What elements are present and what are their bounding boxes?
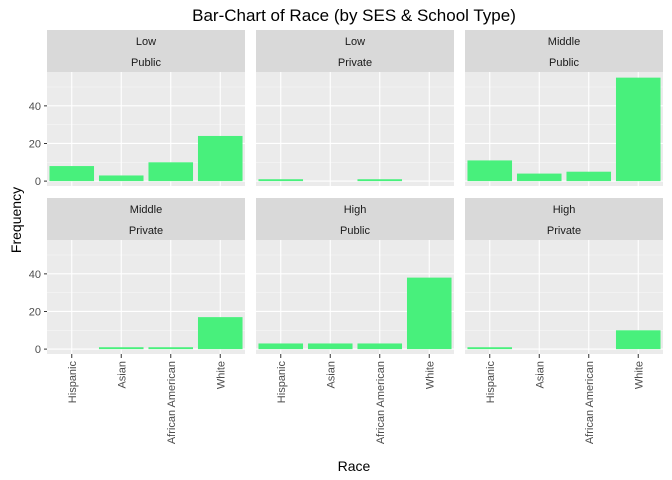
- strip-ses-label: High: [553, 204, 576, 216]
- bar-hispanic: [258, 343, 304, 350]
- facet-panel: Middle Private 0 20 40 Hispanic Asian African A…: [29, 198, 245, 444]
- strip-ses-label: High: [344, 204, 367, 216]
- strip-ses-label: Middle: [130, 204, 162, 216]
- strip-ses-bg: [465, 198, 663, 219]
- facet-panel: Low Private: [256, 30, 454, 186]
- x-axis-title: Race: [338, 458, 371, 474]
- bar-african-american: [148, 162, 194, 182]
- x-tick-label: Hispanic: [67, 361, 79, 404]
- bar-asian: [98, 175, 144, 182]
- y-tick-label: 0: [35, 344, 41, 356]
- x-tick-label: African American: [166, 361, 178, 444]
- x-tick-label: Hispanic: [276, 361, 288, 404]
- bar-white: [615, 77, 661, 182]
- y-tick-label: 20: [29, 306, 41, 318]
- strip-school-label: Private: [547, 225, 581, 237]
- strip-school-bg: [465, 219, 663, 240]
- facet-panel: Low Public 0 20 40: [29, 30, 245, 188]
- bar-hispanic: [467, 160, 513, 182]
- bar-white: [615, 330, 661, 350]
- facet-panels: LowPublic02040LowPrivateMiddlePublicMidd…: [29, 30, 663, 444]
- facet-panel: Middle Public: [465, 30, 663, 186]
- strip-ses-bg: [256, 198, 454, 219]
- chart-title: Bar-Chart of Race (by SES & School Type): [192, 6, 516, 25]
- bar-hispanic: [467, 347, 513, 350]
- bar-african-american: [148, 347, 194, 350]
- strip-school-bg: [256, 51, 454, 72]
- facet-panel: High Private Hispanic Asian African American…: [465, 198, 663, 444]
- bar-white: [197, 135, 243, 182]
- strip-school-bg: [465, 51, 663, 72]
- strip-ses-label: Middle: [548, 36, 580, 48]
- x-tick-label: Hispanic: [485, 361, 497, 404]
- y-tick-label: 40: [29, 101, 41, 113]
- x-tick-label: Asian: [116, 361, 128, 389]
- strip-ses-bg: [47, 30, 245, 51]
- bar-asian: [516, 173, 562, 182]
- x-tick-label: White: [424, 361, 436, 389]
- x-tick-label: White: [215, 361, 227, 389]
- x-tick-label: Asian: [534, 361, 546, 389]
- strip-school-label: Public: [340, 225, 370, 237]
- x-tick-label: African American: [375, 361, 387, 444]
- y-axis-title: Frequency: [8, 187, 24, 253]
- strip-school-label: Public: [549, 57, 579, 69]
- strip-school-bg: [256, 219, 454, 240]
- strip-ses-bg: [47, 198, 245, 219]
- bar-asian: [98, 347, 144, 350]
- strip-school-label: Private: [338, 57, 372, 69]
- bar-hispanic: [258, 179, 304, 182]
- bar-african-american: [357, 179, 403, 182]
- bar-african-american: [357, 343, 403, 350]
- bar-white: [197, 317, 243, 350]
- x-tick-label: White: [633, 361, 645, 389]
- facet-panel: High Public Hispanic Asian African American W…: [256, 198, 454, 444]
- strip-school-label: Public: [131, 57, 161, 69]
- bar-hispanic: [49, 166, 95, 182]
- y-tick-label: 0: [35, 176, 41, 188]
- bar-african-american: [566, 171, 612, 182]
- bar-white: [406, 277, 452, 350]
- x-tick-label: African American: [584, 361, 596, 444]
- y-tick-label: 40: [29, 269, 41, 281]
- strip-school-bg: [47, 219, 245, 240]
- strip-ses-label: Low: [345, 36, 365, 48]
- strip-ses-bg: [465, 30, 663, 51]
- strip-ses-label: Low: [136, 36, 156, 48]
- strip-school-label: Private: [129, 225, 163, 237]
- strip-ses-bg: [256, 30, 454, 51]
- panel-background: [256, 72, 454, 186]
- x-tick-label: Asian: [325, 361, 337, 389]
- y-tick-label: 20: [29, 138, 41, 150]
- bar-asian: [307, 343, 353, 350]
- strip-school-bg: [47, 51, 245, 72]
